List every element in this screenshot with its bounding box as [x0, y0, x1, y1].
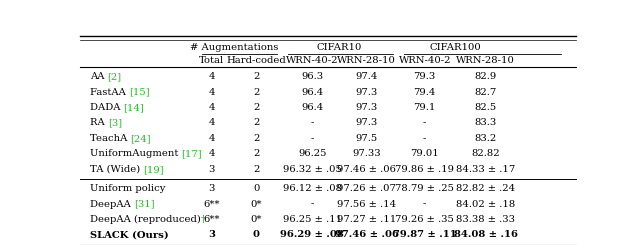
Text: 0: 0 [253, 184, 259, 193]
Text: 97.3: 97.3 [356, 87, 378, 97]
Text: CIFAR100: CIFAR100 [429, 43, 481, 52]
Text: -: - [423, 134, 426, 143]
Text: 82.5: 82.5 [475, 103, 497, 112]
Text: 97.46 ± .06: 97.46 ± .06 [337, 165, 396, 174]
Text: DADA: DADA [90, 103, 124, 112]
Text: 84.08 ± .16: 84.08 ± .16 [454, 231, 518, 239]
Text: 96.4: 96.4 [301, 87, 323, 97]
Text: 96.29 ± .08: 96.29 ± .08 [280, 231, 344, 239]
Text: DeepAA (reproduced): DeepAA (reproduced) [90, 215, 201, 224]
Text: 84.33 ± .17: 84.33 ± .17 [456, 165, 515, 174]
Text: -: - [310, 134, 314, 143]
Text: 79.26 ± .35: 79.26 ± .35 [396, 215, 454, 224]
Text: †: † [201, 215, 206, 224]
Text: 96.3: 96.3 [301, 72, 323, 81]
Text: 97.5: 97.5 [356, 134, 378, 143]
Text: 79.4: 79.4 [413, 87, 436, 97]
Text: 83.2: 83.2 [475, 134, 497, 143]
Text: WRN-28-10: WRN-28-10 [337, 56, 396, 65]
Text: 79.86 ± .19: 79.86 ± .19 [396, 165, 454, 174]
Text: [31]: [31] [134, 199, 154, 208]
Text: FastAA: FastAA [90, 87, 129, 97]
Text: 96.12 ± .08: 96.12 ± .08 [283, 184, 342, 193]
Text: 2: 2 [253, 103, 259, 112]
Text: 83.38 ± .33: 83.38 ± .33 [456, 215, 515, 224]
Text: 2: 2 [253, 134, 259, 143]
Text: 4: 4 [208, 72, 214, 81]
Text: 97.33: 97.33 [353, 149, 381, 159]
Text: 4: 4 [208, 103, 214, 112]
Text: -: - [423, 119, 426, 127]
Text: 6**: 6** [203, 215, 220, 224]
Text: -: - [310, 119, 314, 127]
Text: Hard-coded: Hard-coded [226, 56, 286, 65]
Text: WRN-28-10: WRN-28-10 [456, 56, 515, 65]
Text: 97.3: 97.3 [356, 103, 378, 112]
Text: [19]: [19] [143, 165, 164, 174]
Text: 79.87 ± .11: 79.87 ± .11 [393, 231, 456, 239]
Text: Total: Total [199, 56, 224, 65]
Text: 97.3: 97.3 [356, 119, 378, 127]
Text: 4: 4 [208, 149, 214, 159]
Text: [2]: [2] [108, 72, 122, 81]
Text: 4: 4 [208, 87, 214, 97]
Text: RA: RA [90, 119, 108, 127]
Text: 2: 2 [253, 149, 259, 159]
Text: Uniform policy: Uniform policy [90, 184, 165, 193]
Text: 3: 3 [208, 184, 214, 193]
Text: 96.4: 96.4 [301, 103, 323, 112]
Text: 82.82: 82.82 [472, 149, 500, 159]
Text: 84.02 ± .18: 84.02 ± .18 [456, 199, 515, 208]
Text: -: - [310, 199, 314, 208]
Text: 3: 3 [208, 231, 215, 239]
Text: 82.9: 82.9 [475, 72, 497, 81]
Text: 97.56 ± .14: 97.56 ± .14 [337, 199, 396, 208]
Text: 4: 4 [208, 119, 214, 127]
Text: 2: 2 [253, 72, 259, 81]
Text: 78.79 ± .25: 78.79 ± .25 [396, 184, 454, 193]
Text: WRN-40-2: WRN-40-2 [399, 56, 451, 65]
Text: UniformAugment: UniformAugment [90, 149, 181, 159]
Text: [17]: [17] [181, 149, 202, 159]
Text: [14]: [14] [124, 103, 144, 112]
Text: 96.32 ± .05: 96.32 ± .05 [283, 165, 342, 174]
Text: 82.7: 82.7 [475, 87, 497, 97]
Text: 82.82 ± .24: 82.82 ± .24 [456, 184, 515, 193]
Text: 96.25: 96.25 [298, 149, 326, 159]
Text: 97.26 ± .07: 97.26 ± .07 [337, 184, 396, 193]
Text: 79.1: 79.1 [413, 103, 436, 112]
Text: WRN-40-2: WRN-40-2 [286, 56, 339, 65]
Text: TA (Wide): TA (Wide) [90, 165, 143, 174]
Text: 0*: 0* [250, 215, 262, 224]
Text: 6**: 6** [203, 199, 220, 208]
Text: -: - [423, 199, 426, 208]
Text: SLACK (Ours): SLACK (Ours) [90, 231, 169, 239]
Text: 4: 4 [208, 134, 214, 143]
Text: 79.01: 79.01 [410, 149, 439, 159]
Text: 0*: 0* [250, 199, 262, 208]
Text: 96.25 ± .11: 96.25 ± .11 [283, 215, 342, 224]
Text: 79.3: 79.3 [413, 72, 436, 81]
Text: 2: 2 [253, 165, 259, 174]
Text: CIFAR10: CIFAR10 [317, 43, 362, 52]
Text: 2: 2 [253, 119, 259, 127]
Text: TeachA: TeachA [90, 134, 131, 143]
Text: [24]: [24] [131, 134, 151, 143]
Text: 97.27 ± .11: 97.27 ± .11 [337, 215, 396, 224]
Text: 83.3: 83.3 [475, 119, 497, 127]
Text: 2: 2 [253, 87, 259, 97]
Text: AA: AA [90, 72, 108, 81]
Text: [3]: [3] [108, 119, 122, 127]
Text: [15]: [15] [129, 87, 150, 97]
Text: 3: 3 [208, 165, 214, 174]
Text: 97.46 ± .06: 97.46 ± .06 [335, 231, 399, 239]
Text: # Augmentations: # Augmentations [189, 43, 278, 52]
Text: 0: 0 [253, 231, 260, 239]
Text: DeepAA: DeepAA [90, 199, 134, 208]
Text: 97.4: 97.4 [355, 72, 378, 81]
